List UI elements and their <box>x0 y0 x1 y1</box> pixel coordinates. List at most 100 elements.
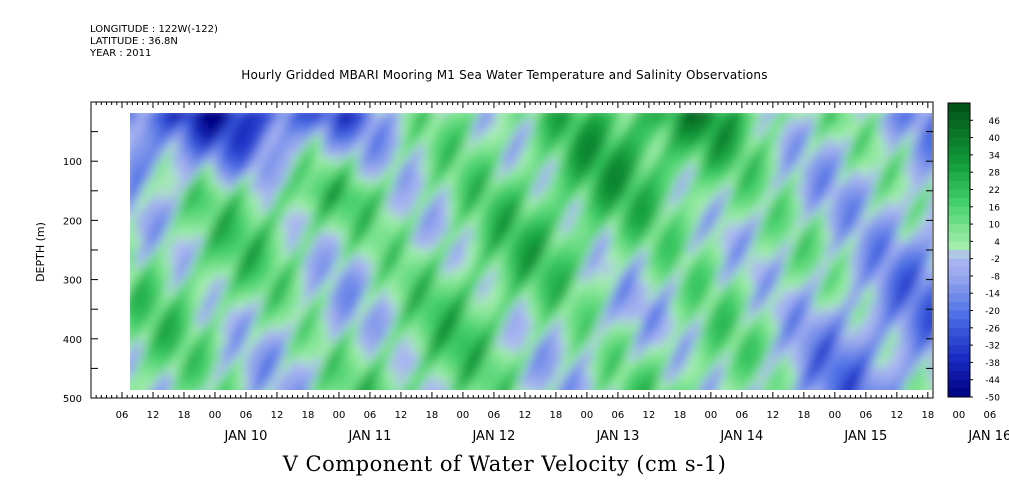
x-hour-tick-label: 00 <box>952 410 965 421</box>
x-hour-tick-label: 00 <box>705 410 718 421</box>
colorbar-label: -44 <box>985 376 1000 386</box>
colorbar-label: 16 <box>989 203 1001 213</box>
colorbar-label: -2 <box>991 255 1000 265</box>
colorbar-segment <box>948 120 970 130</box>
year-label: YEAR : 2011 <box>90 48 152 59</box>
y-axis: 100 200 300 400 500 <box>63 101 933 405</box>
colorbar-segment <box>948 128 970 139</box>
x-hour-tick-label: 18 <box>921 410 934 421</box>
colorbar-segment <box>948 232 970 242</box>
x-hour-tick-label: 00 <box>828 410 841 421</box>
colorbar-label: -26 <box>985 324 1000 334</box>
x-hour-tick-label: 06 <box>983 410 996 421</box>
colorbar-segment <box>948 180 970 190</box>
x-hour-tick-label: 18 <box>797 410 810 421</box>
y-tick-label: 400 <box>63 335 82 346</box>
x-hour-tick-label: 06 <box>488 410 501 421</box>
colorbar-segment <box>948 353 970 363</box>
x-day-label: JAN 13 <box>595 429 639 444</box>
colorbar-segment <box>948 206 970 216</box>
colorbar-segment <box>948 362 970 372</box>
y-tick-label: 200 <box>63 216 82 227</box>
heatmap-field <box>130 113 932 390</box>
chart-title: Hourly Gridded MBARI Mooring M1 Sea Wate… <box>241 68 768 82</box>
colorbar-label: 34 <box>989 151 1001 161</box>
colorbar-segment <box>948 336 970 346</box>
x-hour-tick-label: 18 <box>550 410 563 421</box>
latitude-label: LATITUDE : 36.8N <box>90 36 178 47</box>
x-hour-tick-label: 12 <box>519 410 532 421</box>
x-hour-tick-label: 18 <box>178 410 191 421</box>
x-hour-tick-label: 18 <box>674 410 687 421</box>
colorbar-label: -20 <box>985 307 1000 317</box>
x-hour-tick-label: 12 <box>395 410 408 421</box>
longitude-label: LONGITUDE : 122W(-122) <box>90 24 218 35</box>
x-day-label: JAN 16 <box>967 429 1009 444</box>
x-axis: 06 12 18 00 06 12 18 00 06 12 18 00 06 12 18 00 06 12 18 00… <box>90 102 1009 444</box>
colorbar-label: -50 <box>985 394 1000 404</box>
x-hour-tick-label: 06 <box>364 410 377 421</box>
colorbar-segment <box>948 241 970 251</box>
x-hour-tick-label: 06 <box>736 410 749 421</box>
colorbar-segment <box>948 198 970 208</box>
y-tick-label: 500 <box>63 394 82 405</box>
colorbar-segment <box>948 146 970 156</box>
colorbar-segment <box>948 258 970 268</box>
x-hour-tick-label: 06 <box>612 410 625 421</box>
x-day-label: JAN 15 <box>843 429 887 444</box>
colorbar-segment <box>948 293 970 303</box>
colorbar-label: -8 <box>991 272 1000 282</box>
colorbar-segment <box>948 284 970 294</box>
colorbar-segment <box>948 319 970 329</box>
x-hour-tick-label: 12 <box>766 410 779 421</box>
x-hour-tick-label: 12 <box>890 410 903 421</box>
x-day-label: JAN 11 <box>347 429 391 444</box>
colorbar-segment <box>948 310 970 320</box>
colorbar-segment <box>948 327 970 337</box>
colorbar-segment <box>948 163 970 173</box>
colorbar-label: 46 <box>989 117 1001 127</box>
colorbar-segment <box>948 111 970 121</box>
y-axis-label: DEPTH (m) <box>34 222 47 282</box>
colorbar-segment <box>948 172 970 182</box>
colorbar-label: -14 <box>985 290 1000 300</box>
colorbar-segment <box>948 379 970 389</box>
x-hour-tick-label: 00 <box>581 410 594 421</box>
colorbar-segment <box>948 371 970 381</box>
x-hour-tick-label: 00 <box>457 410 470 421</box>
colorbar-label: 4 <box>994 238 1000 248</box>
x-hour-tick-label: 18 <box>426 410 439 421</box>
x-day-label: JAN 10 <box>224 429 268 444</box>
colorbar-label: 40 <box>989 134 1001 144</box>
colorbar-segment <box>948 189 970 199</box>
colorbar-label: 28 <box>989 169 1001 179</box>
colorbar-segment <box>948 250 970 260</box>
x-hour-tick-label: 06 <box>116 410 129 421</box>
colorbar: 46 40 34 28 22 16 10 4 -2 -8 -14 -20 -26 -32 -38 -44 -50 <box>947 102 1001 404</box>
y-tick-label: 100 <box>63 157 82 168</box>
x-hour-tick-label: 06 <box>240 410 253 421</box>
colorbar-segment <box>948 224 970 234</box>
x-day-label: JAN 14 <box>719 429 763 444</box>
colorbar-label: 22 <box>989 186 1000 196</box>
x-hour-tick-label: 06 <box>859 410 872 421</box>
colorbar-label: -32 <box>985 342 1000 352</box>
x-hour-tick-label: 12 <box>643 410 656 421</box>
x-hour-tick-label: 12 <box>271 410 284 421</box>
colorbar-segment <box>948 154 970 165</box>
x-hour-tick-label: 12 <box>147 410 160 421</box>
colorbar-segment <box>948 301 970 312</box>
colorbar-segment <box>948 215 970 225</box>
colorbar-segment <box>948 388 970 398</box>
colorbar-segment <box>948 103 970 113</box>
x-day-label: JAN 12 <box>471 429 515 444</box>
colorbar-label: -38 <box>985 359 1000 369</box>
variable-title: V Component of Water Velocity (cm s-1) <box>282 452 727 476</box>
colorbar-label: 10 <box>989 221 1001 231</box>
colorbar-segment <box>948 275 970 286</box>
x-hour-tick-label: 18 <box>302 410 315 421</box>
colorbar-segment <box>948 345 970 355</box>
x-hour-tick-label: 00 <box>333 410 346 421</box>
x-hour-tick-label: 00 <box>209 410 222 421</box>
